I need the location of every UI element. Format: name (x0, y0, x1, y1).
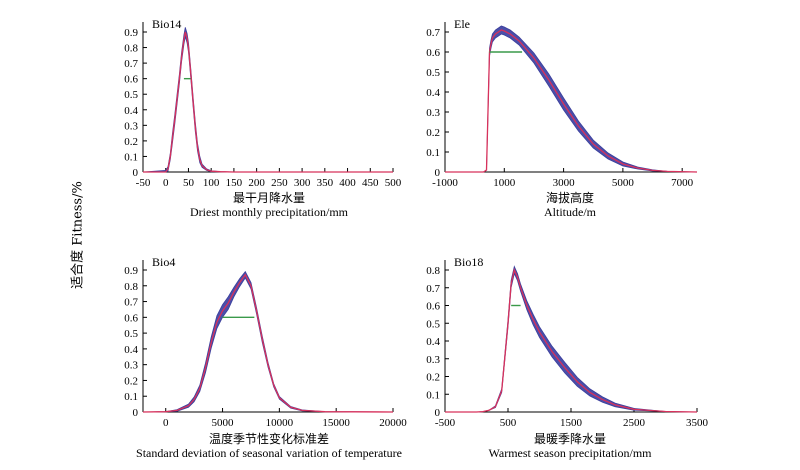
x-axis-label-cn-ele: 海拔高度 (545, 191, 595, 205)
y-tick-label-ele: 0.3 (426, 107, 440, 119)
mean-response-line-bio14 (143, 31, 393, 173)
x-tick-label-bio4: 0 (163, 417, 169, 429)
y-tick-label-bio18: 0.4 (426, 336, 440, 348)
panel-ele: 0 0.1 0.2 0.3 0.4 0.5 0.6 0.7 -1000 1000 3000 5000 7… (426, 17, 698, 189)
y-tick-label-bio4: 0.9 (124, 265, 138, 277)
panel-bio14: 00.10.20.30.40.50.60.70.80.9-50 0 50 100 150… (124, 17, 402, 189)
y-tick-label-bio4: 0.5 (124, 328, 138, 340)
x-tick-label-bio4: 20000 (379, 417, 407, 429)
confidence-band-ele (445, 25, 698, 173)
y-tick-label-ele: 0.5 (426, 67, 440, 79)
y-tick-label-ele: 0.7 (426, 27, 440, 39)
panel-title-bio14: Bio14 (152, 17, 181, 31)
panel-title-bio4: Bio4 (152, 255, 175, 269)
y-tick-label-bio14: 0.6 (124, 74, 138, 86)
x-tick-label-bio4: 5000 (212, 417, 235, 429)
x-tick-label-bio18: 2500 (623, 417, 646, 429)
mean-response-line-ele (445, 29, 698, 173)
y-tick-label-bio14: 0.1 (124, 151, 138, 163)
x-tick-label-bio14: 450 (362, 177, 379, 189)
y-tick-label-bio4: 0.3 (124, 360, 138, 372)
x-axis-label-en-bio14: Driest monthly precipitation/mm (190, 205, 348, 219)
y-tick-label-bio14: 0.5 (124, 89, 138, 101)
x-tick-label-bio14: 50 (183, 177, 195, 189)
confidence-band-bio4 (142, 270, 394, 413)
x-tick-label-bio4: 10000 (266, 417, 294, 429)
confidence-band-bio18 (445, 265, 698, 413)
x-tick-label-bio18: 3500 (686, 417, 709, 429)
y-tick-label-bio4: 0.6 (124, 312, 138, 324)
y-tick-label-ele: 0.4 (426, 87, 440, 99)
y-tick-label-bio18: 0.7 (426, 283, 440, 295)
x-tick-label-ele: -1000 (432, 177, 458, 189)
y-tick-label-bio18: 0.1 (426, 389, 440, 401)
x-tick-label-bio14: 150 (226, 177, 243, 189)
y-tick-label-ele: 0.2 (426, 127, 440, 139)
x-tick-label-bio14: 250 (271, 177, 288, 189)
y-tick-label-bio14: 0 (133, 167, 139, 179)
y-tick-label-bio4: 0.7 (124, 297, 138, 309)
panel-bio18: 0 0.1 0.2 0.3 0.4 0.5 0.6 0.7 0.8 -500 500 1500 2500… (426, 255, 708, 429)
x-tick-label-bio14: 350 (317, 177, 334, 189)
y-tick-label-bio14: 0.9 (124, 27, 138, 39)
confidence-band-bio14 (142, 27, 393, 173)
x-axis-label-cn-bio4: 温度季节性变化标准差 (208, 432, 330, 446)
y-tick-label-ele: 0 (435, 167, 441, 179)
panel-title-ele: Ele (454, 17, 470, 31)
x-tick-label-bio4: 15000 (322, 417, 350, 429)
y-tick-label-bio14: 0.2 (124, 136, 138, 148)
y-tick-label-bio4: 0.2 (124, 375, 138, 387)
x-axis-label-en-bio18: Warmest season precipitation/mm (488, 446, 652, 460)
y-tick-label-bio18: 0.2 (426, 372, 440, 384)
y-tick-label-bio4: 0.4 (124, 344, 138, 356)
mean-response-line-bio18 (445, 267, 698, 413)
x-tick-label-bio14: 0 (163, 177, 169, 189)
mean-response-line-bio4 (142, 273, 394, 413)
y-tick-label-bio4: 0.8 (124, 281, 138, 293)
y-tick-label-ele: 0.6 (426, 47, 440, 59)
y-tick-label-bio4: 0.1 (124, 391, 138, 403)
x-tick-label-bio14: 500 (385, 177, 402, 189)
x-tick-label-bio14: 200 (248, 177, 265, 189)
x-tick-label-bio14: -50 (136, 177, 151, 189)
x-tick-label-bio14: 300 (294, 177, 311, 189)
y-tick-label-ele: 0.1 (426, 147, 440, 159)
y-tick-label-bio18: 0.6 (426, 301, 440, 313)
y-tick-label-bio4: 0 (133, 407, 139, 419)
x-tick-label-ele: 3000 (553, 177, 576, 189)
panel-title-bio18: Bio18 (454, 255, 483, 269)
panel-bio4: 0 0.1 0.2 0.3 0.4 0.5 0.6 0.7 0.8 0.9 0 5000 10000 15… (124, 255, 407, 429)
y-tick-label-bio18: 0.8 (426, 265, 440, 277)
x-tick-label-bio14: 400 (339, 177, 356, 189)
y-tick-label-bio14: 0.4 (124, 105, 138, 117)
x-tick-label-ele: 7000 (671, 177, 694, 189)
y-tick-label-bio18: 0.3 (426, 354, 440, 366)
y-tick-label-bio14: 0.7 (124, 58, 138, 70)
y-tick-label-bio18: 0.5 (426, 318, 440, 330)
x-axis-label-en-ele: Altitude/m (544, 205, 596, 219)
x-axis-label-en-bio4: Standard deviation of seasonal variation… (136, 446, 402, 460)
x-tick-label-ele: 5000 (612, 177, 635, 189)
x-axis-label-cn-bio18: 最暖季降水量 (533, 432, 607, 446)
x-tick-label-bio14: 100 (203, 177, 220, 189)
y-tick-label-bio14: 0.3 (124, 120, 138, 132)
x-tick-label-bio18: 500 (500, 417, 517, 429)
x-tick-label-bio18: 1500 (560, 417, 583, 429)
x-axis-label-cn-bio14: 最干月降水量 (232, 191, 306, 205)
y-tick-label-bio18: 0 (435, 407, 441, 419)
x-tick-label-bio18: -500 (435, 417, 456, 429)
shared-y-axis-label: 适合度 Fitness/% (70, 181, 86, 289)
y-tick-label-bio14: 0.8 (124, 43, 138, 55)
x-tick-label-ele: 1000 (493, 177, 516, 189)
